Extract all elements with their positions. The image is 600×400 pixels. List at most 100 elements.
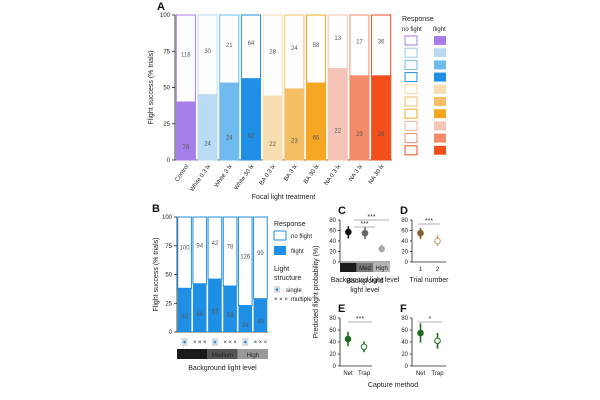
a-noflight-count: 24 [291,46,298,52]
c-sig-label: *** [367,214,375,221]
a-bar-flight [306,82,327,161]
d-sig-label: *** [425,218,433,225]
a-noflight-count: 21 [226,43,233,49]
a-flight-count: 78 [183,145,190,151]
a-bar-flight [349,75,370,161]
cdef-y-axis-label: Predicted flight probability (%) [313,246,320,339]
b-bar-flight [208,279,222,332]
b-structure-multiple-marker: × [259,340,263,346]
b-flight-count: 24 [242,323,249,329]
ef-x-axis-label: Capture method [368,382,418,389]
a-noflight-count: 28 [269,50,276,56]
a-x-tick-label: White 0.3 lx [189,164,212,193]
b-y-tick-label: 50 [165,273,172,279]
a-legend-swatch-flight [434,48,446,58]
a-legend-swatch-noflight [404,35,418,46]
b-flight-count: 40 [257,319,264,325]
b-legend-multiple-marker: × × × [274,297,288,303]
b-structure-multiple-marker: × [203,340,207,346]
a-flight-count: 22 [269,142,276,148]
d-point [434,237,441,245]
a-legend-swatch-flight [434,121,446,131]
a-x-tick-label: BA 3 lx [283,164,299,183]
d-y-tick-label: 40 [401,239,408,245]
c-x-tick-label: Med [359,266,371,272]
a-bar-flight [175,101,196,161]
a-flight-count: 23 [356,132,363,138]
b-y-tick-label: 100 [162,215,173,221]
a-bar-flight [284,88,305,161]
b-structure-single-dot [183,340,186,344]
a-x-tick-label: White 30 lx [234,164,256,192]
a-legend-swatch-flight [434,72,446,82]
a-x-tick-label: BA 0.3 lx [259,164,278,187]
b-bar-flight [238,305,253,332]
a-y-tick-label: 75 [163,49,170,55]
d-y-tick-label: 20 [401,250,408,256]
a-y-tick-label: 100 [160,13,171,19]
b-noflight-count: 78 [227,245,234,251]
a-noflight-count: 17 [356,39,363,45]
b-legend-swatch-noflight [273,230,287,241]
a-bar-flight [327,68,348,161]
b-y-axis-label: Flight success (% trials) [153,238,160,312]
b-y-tick-label: 75 [165,244,172,250]
b-group-bar [237,349,268,359]
a-legend-swatch-flight [434,36,446,45]
b-legend-flight-label: flight [291,249,304,255]
d-y-tick-label: 60 [401,229,408,235]
d-y-tick-label: 80 [401,218,408,224]
a-legend-swatch-noflight [404,47,418,58]
a-legend-title: Response [402,16,434,23]
a-bar-noflight [197,14,218,96]
e-point [344,335,352,343]
a-y-tick-label: 0 [167,158,171,164]
b-group-label: Low [187,353,199,359]
b-structure-multiple-marker: × [254,340,258,346]
b-bar-noflight [207,216,223,280]
b-flight-count: 58 [227,313,234,319]
f-point [417,329,424,337]
d-point [417,229,424,237]
a-x-tick-label: White 3 lx [214,164,234,189]
a-flight-count: 24 [226,136,233,142]
c-point [361,229,369,237]
a-legend-swatch-noflight [404,133,418,144]
a-flight-count: 22 [334,128,341,134]
b-noflight-count: 99 [257,251,264,257]
a-bar-noflight [175,14,196,103]
a-legend-noflight-label: no fight [402,27,422,33]
b-bar-flight [223,286,237,332]
a-noflight-count: 64 [248,41,255,47]
b-structure-single-dot [213,340,217,344]
b-bar-noflight [222,216,238,287]
a-legend-swatch-noflight [404,72,418,83]
b-bar-noflight [237,216,253,307]
b-group-bar [207,349,238,359]
c-y-tick-label: 80 [329,218,336,224]
b-noflight-count: 100 [180,246,191,252]
c-y-tick-label: 20 [329,250,336,256]
b-x-axis-label: Background light level [188,365,257,372]
b-structure-multiple-marker: × [198,340,202,346]
b-y-tick-label: 0 [169,330,173,336]
a-legend-swatch-noflight [404,145,418,156]
a-flight-count: 24 [204,141,211,147]
c-category-box [373,263,390,272]
b-noflight-count: 94 [196,243,203,249]
b-bar-noflight [192,216,208,285]
b-noflight-count: 42 [212,241,219,247]
b-legend-response-title: Response [274,221,306,228]
c-point [378,245,385,253]
a-legend-swatch-flight [434,133,446,143]
a-flight-count: 65 [313,136,320,142]
a-x-tick-label: BA 30 lx [303,164,321,185]
a-x-tick-label: NA 0.3 lx [324,164,343,187]
f-y-tick-label: 60 [401,328,408,334]
a-legend-swatch-flight [434,109,446,119]
panel-label-a: A [157,1,165,13]
f-x-tick-label: Trap [431,371,444,377]
c-y-tick-label: 60 [329,229,336,235]
b-legend-noflight-label: no flight [291,234,312,240]
